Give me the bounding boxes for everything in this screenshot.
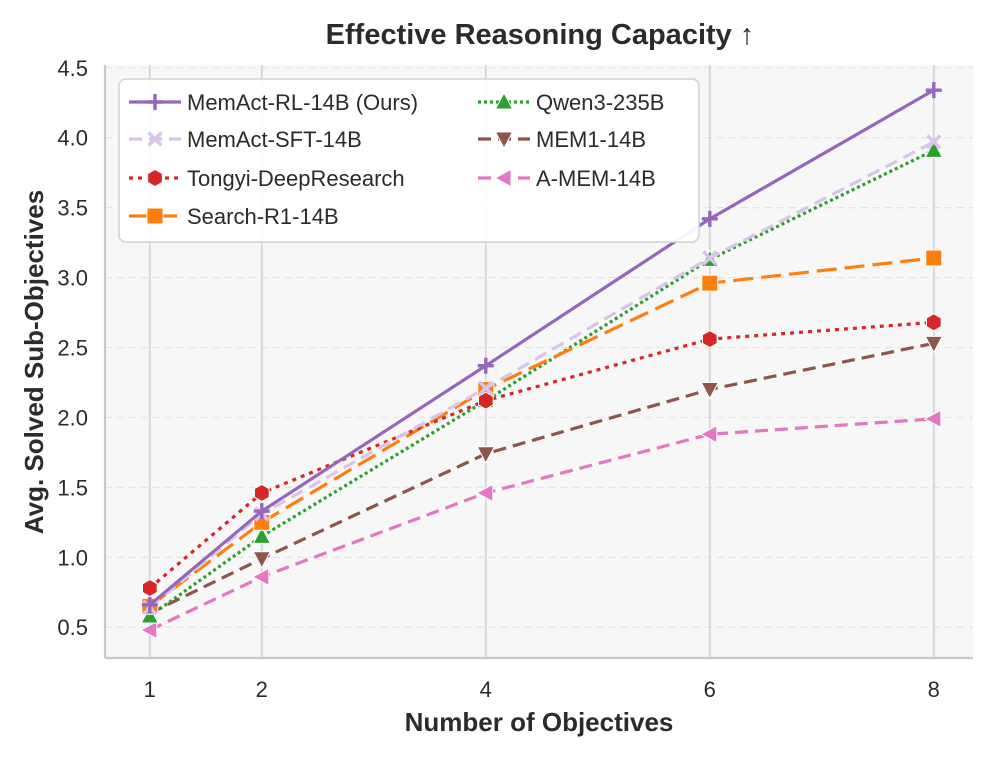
chart-title: Effective Reasoning Capacity ↑: [326, 19, 755, 51]
legend-item[interactable]: MemAct-SFT-14B: [129, 127, 362, 152]
data-point: [478, 380, 494, 396]
data-point: [925, 313, 942, 332]
x-tick-label: 2: [256, 677, 268, 702]
data-point: [701, 274, 719, 292]
legend[interactable]: MemAct-RL-14B (Ours) MemAct-SFT-14B Tongyi…: [118, 78, 700, 243]
series-a-mem-14b: [139, 409, 942, 640]
data-point: [701, 330, 718, 349]
data-point: [141, 578, 158, 598]
data-point: [252, 526, 272, 544]
y-axis-label: Avg. Solved Sub-Objectives: [19, 190, 49, 534]
legend-item[interactable]: MemAct-RL-14B (Ours): [129, 90, 418, 115]
series-tongyi-deepresearch: [141, 313, 942, 598]
legend-item[interactable]: Qwen3-235B: [478, 90, 664, 115]
data-point: [925, 249, 943, 267]
legend-item[interactable]: MEM1-14B: [478, 127, 646, 152]
data-point: [476, 446, 496, 464]
data-point: [252, 551, 272, 569]
data-point: [702, 250, 718, 266]
data-point: [700, 381, 720, 400]
x-tick-label: 8: [928, 677, 940, 702]
data-point: [251, 567, 270, 587]
series-memact-rl-14b-ours: [141, 82, 942, 613]
legend-marker: [493, 168, 512, 188]
data-point: [253, 503, 270, 520]
legend-marker: [146, 207, 164, 225]
data-point: [139, 620, 158, 640]
legend-label: MemAct-SFT-14B: [187, 127, 362, 152]
legend-item[interactable]: Tongyi-DeepResearch: [129, 166, 405, 191]
legend-marker: [147, 168, 163, 188]
series-lines: [139, 82, 944, 640]
legend-marker: [494, 131, 514, 150]
legend-marker: [147, 94, 163, 110]
legend-item[interactable]: Search-R1-14B: [129, 204, 339, 229]
data-point: [477, 357, 494, 374]
y-tick-label: 0.5: [57, 615, 88, 640]
y-tick-label: 2.0: [57, 405, 88, 430]
x-tick-label: 4: [480, 677, 492, 702]
legend-marker: [147, 131, 163, 147]
x-tick-labels: 1 2 4 6 8: [144, 677, 940, 702]
data-point: [253, 483, 270, 503]
y-tick-label: 1.0: [57, 545, 88, 570]
legend-marker: [494, 91, 514, 110]
y-tick-label: 4.0: [57, 126, 88, 151]
y-tick-label: 3.0: [57, 266, 88, 291]
y-tick-label: 2.5: [57, 336, 88, 361]
data-point: [475, 483, 494, 503]
legend-label: Tongyi-DeepResearch: [187, 166, 405, 191]
y-tick-labels: 0.5 1.0 1.5 2.0 2.5 3.0 3.5 4.0 4.5: [57, 56, 88, 640]
data-point: [924, 140, 944, 158]
legend-label: MEM1-14B: [536, 127, 646, 152]
legend-box: [118, 78, 700, 243]
legend-label: Search-R1-14B: [187, 204, 339, 229]
legend-label: A-MEM-14B: [536, 166, 656, 191]
x-tick-label: 1: [144, 677, 156, 702]
data-point: [477, 391, 494, 410]
legend-item[interactable]: A-MEM-14B: [478, 166, 656, 191]
axes: [103, 65, 973, 660]
y-tick-label: 4.5: [57, 56, 88, 81]
data-point: [140, 605, 160, 624]
series-mem1-14b: [140, 335, 944, 624]
y-tick-label: 3.5: [57, 196, 88, 221]
data-point: [925, 82, 942, 99]
x-axis-label: Number of Objectives: [405, 707, 674, 737]
series-line: [148, 148, 935, 618]
data-point: [924, 335, 944, 354]
x-tick-label: 6: [704, 677, 716, 702]
legend-label: Qwen3-235B: [536, 90, 664, 115]
data-point: [699, 424, 718, 444]
data-point: [701, 210, 718, 227]
legend-label: MemAct-RL-14B (Ours): [187, 90, 418, 115]
data-point: [923, 409, 942, 429]
data-point: [141, 596, 158, 613]
data-point: [926, 134, 942, 150]
y-tick-label: 1.5: [57, 475, 88, 500]
